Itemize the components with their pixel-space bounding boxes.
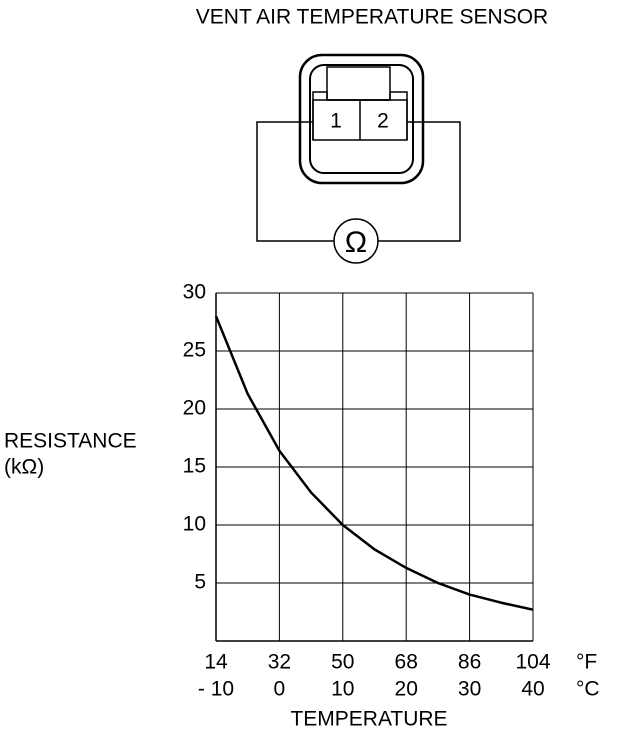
x-tick-label: 10 <box>331 678 354 701</box>
curve <box>214 315 534 611</box>
y-tick-label: 15 <box>183 455 206 478</box>
connector <box>298 53 425 185</box>
x-tick-label: - 10 <box>198 678 234 701</box>
y-axis-label: RESISTANCE <box>4 430 137 453</box>
x-tick-label: 40 <box>521 678 544 701</box>
x-axis-label: TEMPERATURE <box>290 708 447 731</box>
ohmmeter-symbol: Ω <box>345 226 367 259</box>
y-tick-label: 5 <box>194 571 206 594</box>
x-alt-tick-label: 14 <box>204 651 228 674</box>
x-alt-tick-label: 104 <box>515 651 550 674</box>
x-unit: °C <box>576 678 600 701</box>
pin-label: 1 <box>330 110 342 133</box>
x-tick-label: 20 <box>395 678 418 701</box>
x-alt-unit: °F <box>576 651 597 674</box>
wiring <box>256 121 461 264</box>
pin-label: 2 <box>377 110 389 133</box>
x-alt-tick-label: 86 <box>458 651 481 674</box>
y-tick-label: 30 <box>183 281 206 304</box>
x-alt-tick-label: 68 <box>395 651 418 674</box>
y-tick-label: 20 <box>183 397 206 420</box>
x-tick-label: 0 <box>274 678 286 701</box>
diagram-title: VENT AIR TEMPERATURE SENSOR <box>196 6 548 29</box>
y-tick-label: 25 <box>183 339 206 362</box>
x-alt-tick-label: 32 <box>268 651 291 674</box>
x-alt-tick-label: 50 <box>331 651 354 674</box>
y-axis-unit: (kΩ) <box>4 456 44 479</box>
y-tick-label: 10 <box>183 513 206 536</box>
x-tick-label: 30 <box>458 678 481 701</box>
